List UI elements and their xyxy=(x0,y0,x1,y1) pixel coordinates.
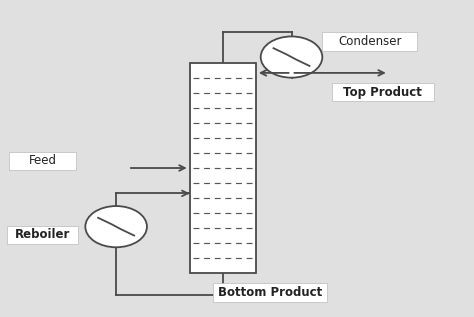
Bar xyxy=(9,152,76,170)
Bar xyxy=(190,63,256,273)
Bar xyxy=(322,32,417,51)
Bar xyxy=(213,283,327,302)
Text: Condenser: Condenser xyxy=(338,35,401,48)
Bar xyxy=(332,83,434,101)
Bar xyxy=(7,226,78,244)
Text: Feed: Feed xyxy=(28,154,57,167)
Circle shape xyxy=(85,206,147,247)
Text: Reboiler: Reboiler xyxy=(15,228,70,242)
Text: Bottom Product: Bottom Product xyxy=(218,286,322,299)
Text: Top Product: Top Product xyxy=(343,86,422,99)
Circle shape xyxy=(261,36,322,78)
